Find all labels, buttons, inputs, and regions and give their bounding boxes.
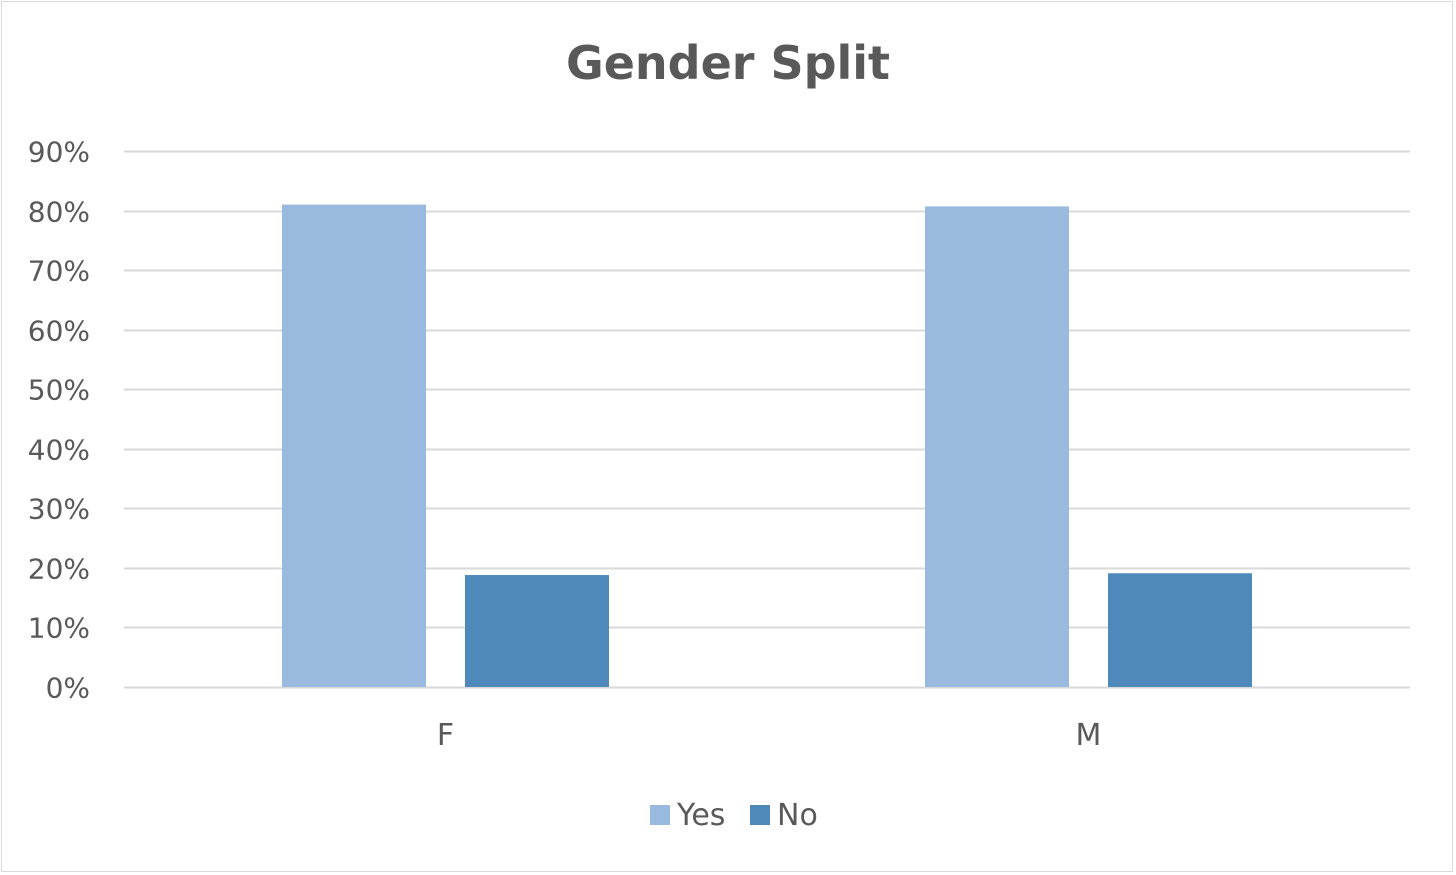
y-tick-label: 30%	[28, 493, 90, 526]
y-tick-label: 80%	[28, 196, 90, 229]
x-tick-label: F	[437, 718, 454, 753]
x-tick-label: M	[1076, 718, 1102, 753]
y-axis: 0% 10% 20% 30% 40% 50% 60% 70% 80% 90%	[28, 136, 90, 705]
y-tick-label: 0%	[46, 672, 90, 705]
bar-yes-f	[282, 204, 426, 687]
y-tick-label: 70%	[28, 255, 90, 288]
y-tick-label: 50%	[28, 374, 90, 407]
legend-swatch-yes	[650, 805, 670, 825]
y-tick-label: 20%	[28, 553, 90, 586]
bars	[282, 204, 1252, 688]
bar-no-m	[1108, 573, 1252, 687]
chart-title: Gender Split	[565, 36, 891, 90]
legend-label-yes: Yes	[676, 798, 725, 833]
legend-swatch-no	[750, 805, 770, 825]
legend-label-no: No	[777, 798, 818, 833]
y-tick-label: 90%	[28, 136, 90, 169]
y-tick-label: 10%	[28, 612, 90, 645]
y-tick-label: 40%	[28, 434, 90, 467]
bar-no-f	[465, 575, 609, 687]
legend: Yes No	[650, 798, 818, 833]
bar-yes-m	[925, 206, 1069, 688]
y-tick-label: 60%	[28, 315, 90, 348]
